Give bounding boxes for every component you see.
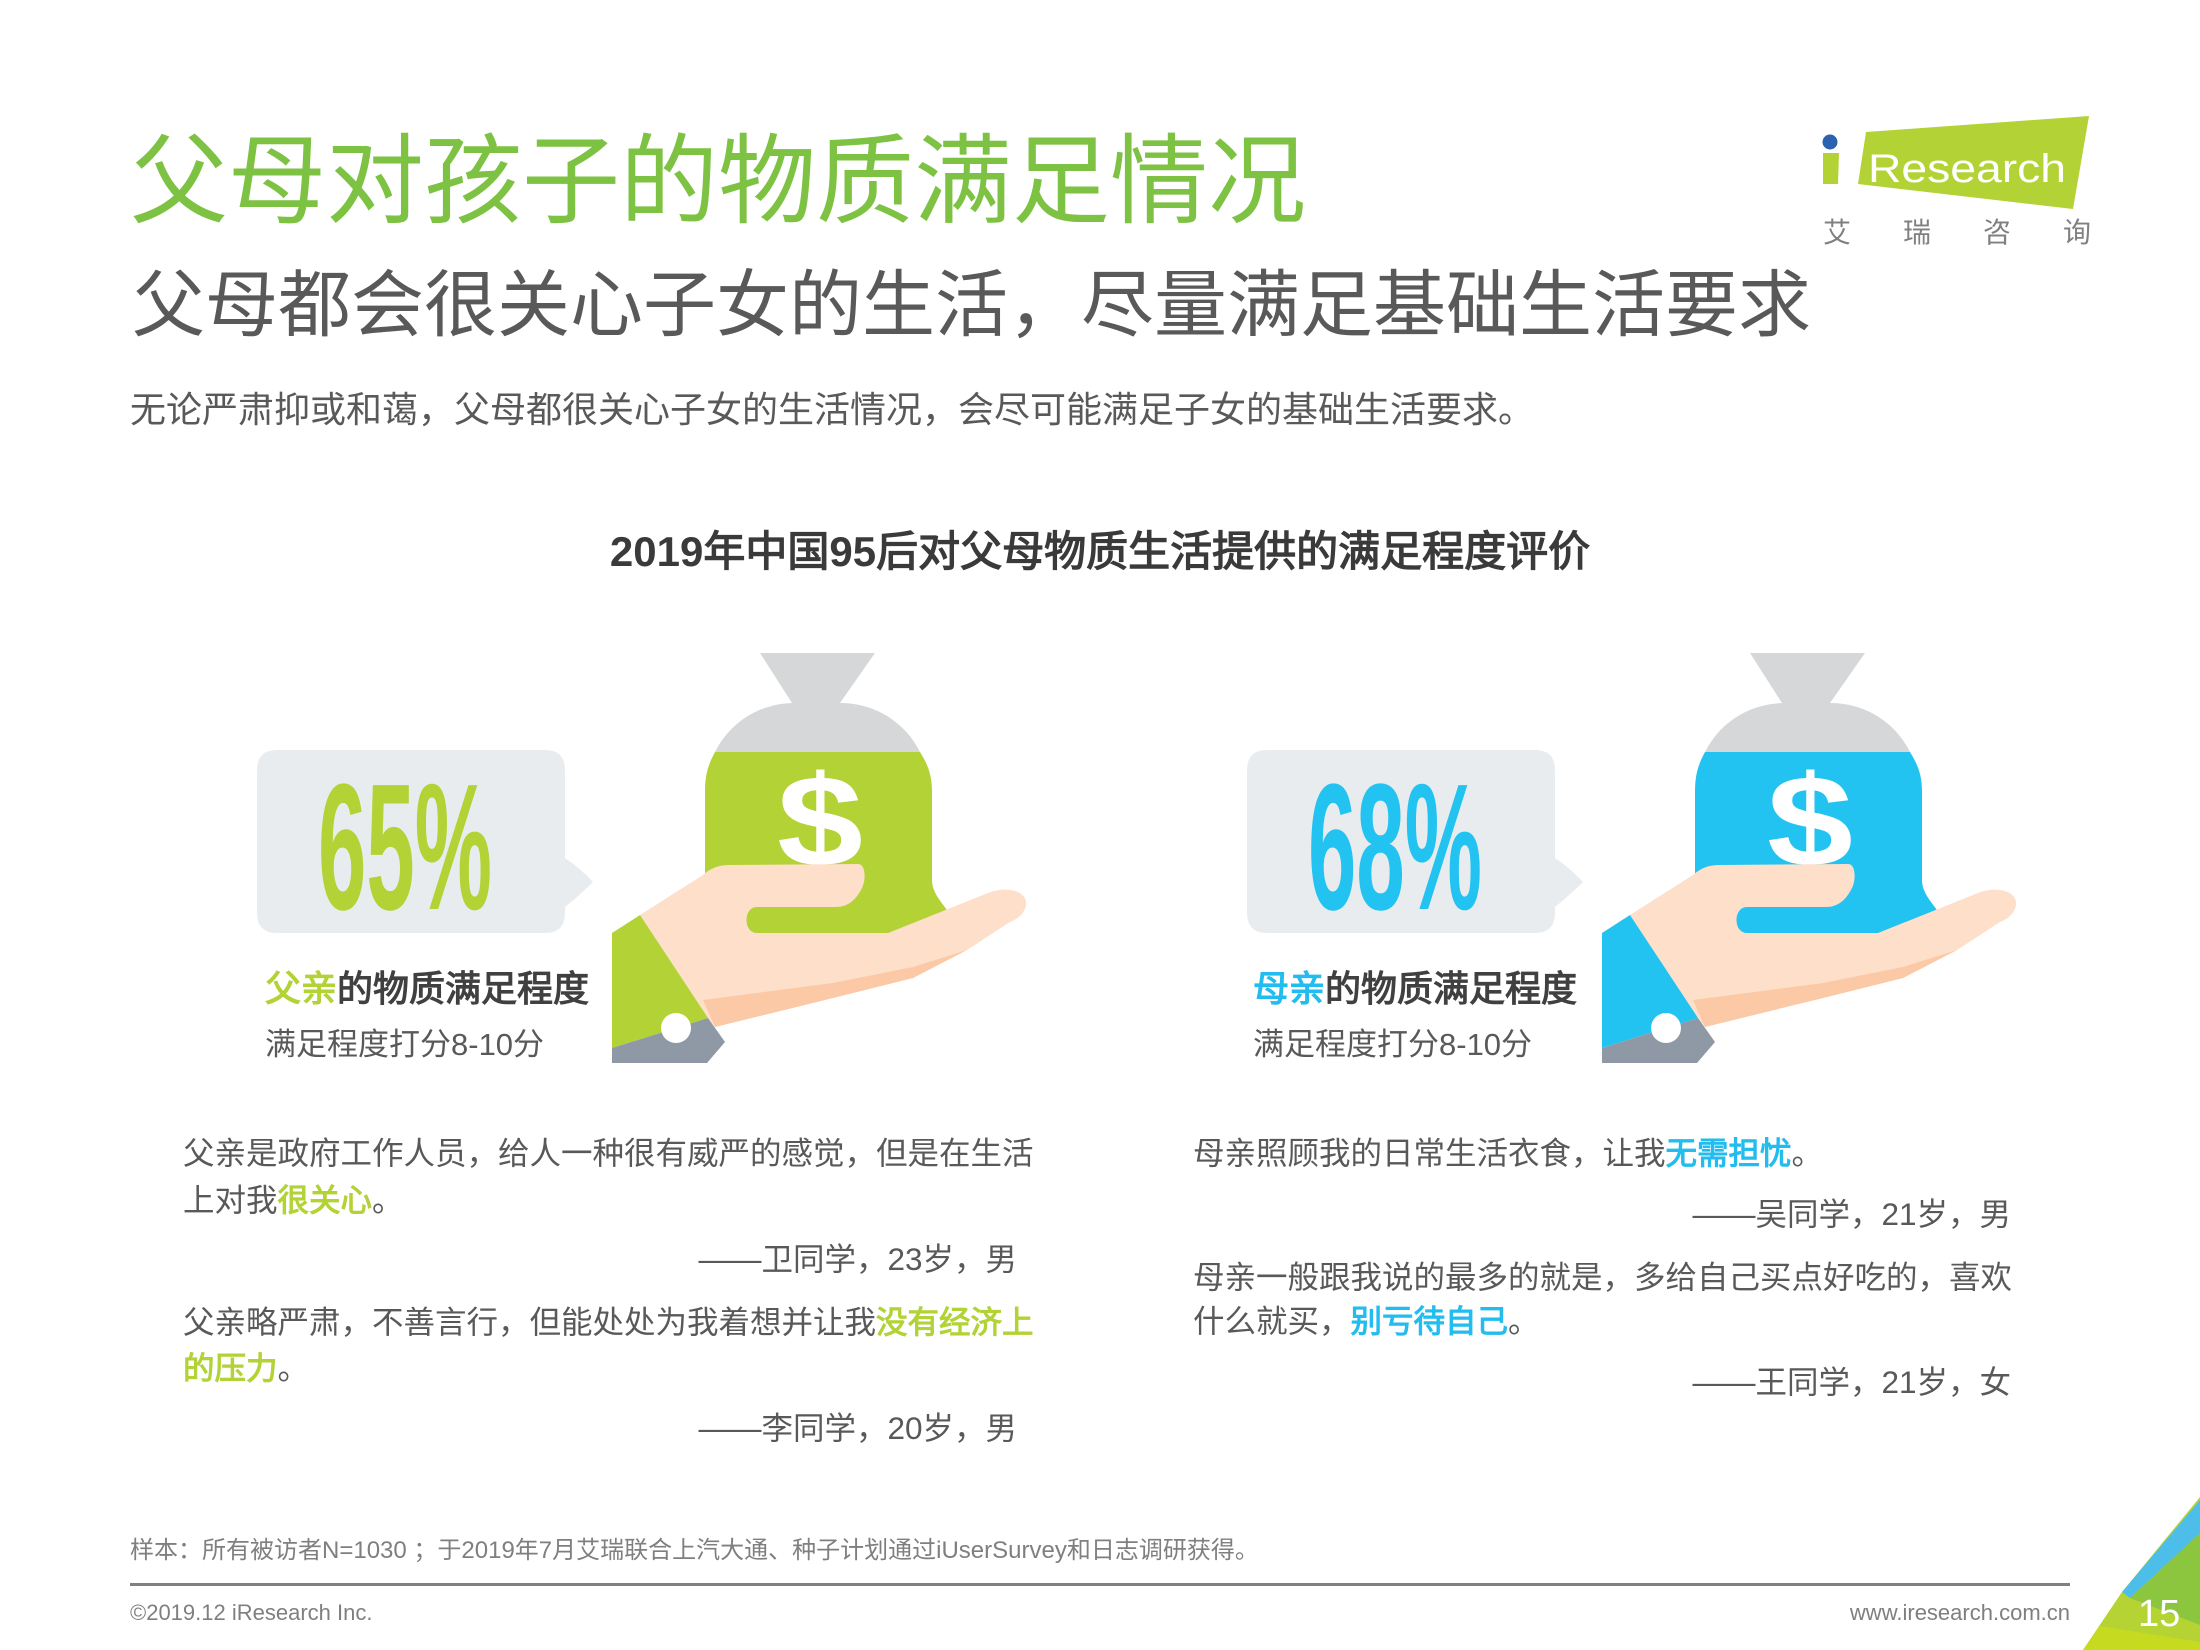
page-subtitle: 父母都会很关心子女的生活，尽量满足基础生活要求 (132, 265, 1811, 346)
iresearch-logo: Research (1822, 116, 2089, 209)
chart-title: 2019年中国95后对父母物质生活提供的满足程度评价 (609, 528, 1591, 575)
father-label-rest: 的物质满足程度 (337, 968, 590, 1009)
copyright: ©2019.12 iResearch Inc. (130, 1600, 373, 1625)
mother-sublabel: 满足程度打分8-10分 (1253, 1027, 1533, 1062)
website-url: www.iresearch.com.cn (1849, 1600, 2070, 1625)
footer-divider (130, 1583, 2070, 1586)
quote-text: 母亲一般跟我说的最多的就是，多给自己买点好吃的，喜欢 (1193, 1259, 2013, 1295)
speech-bubble-shape (1247, 750, 1583, 933)
hand-skin (640, 864, 1027, 1027)
quote-line: 的压力。 (183, 1345, 309, 1391)
logo-i-stem (1823, 153, 1839, 184)
intro-text: 无论严肃抑或和蔼，父母都很关心子女的生活情况，会尽可能满足子女的基础生活要求。 (130, 389, 1535, 430)
corner-blue (2122, 1500, 2200, 1598)
quote-text: 什么就买， (1193, 1303, 1351, 1339)
quote-highlight: 很关心 (277, 1182, 373, 1218)
page-number: 15 (2138, 1593, 2181, 1635)
quote-line: 上对我很关心。 (183, 1177, 404, 1223)
hand-shadow (1693, 950, 1957, 1027)
quote-attribution: ——卫同学，23岁，男 (698, 1241, 1017, 1277)
quote-line: 母亲照顾我的日常生活衣食，让我无需担忧。 (1193, 1130, 1823, 1176)
quote-line: 父亲是政府工作人员，给人一种很有威严的感觉，但是在生活 (183, 1130, 1034, 1176)
speech-bubble-shape (257, 750, 593, 933)
cuff-button (661, 1013, 691, 1043)
mother-label-rest: 的物质满足程度 (1325, 968, 1578, 1009)
father-label: 父亲的物质满足程度 (265, 970, 589, 1008)
quote-text: 。 (1791, 1135, 1824, 1171)
corner-green (2130, 1533, 2200, 1625)
quote-line: 父亲略严肃，不善言行，但能处处为我着想并让我没有经济上 (183, 1299, 1034, 1345)
bag-tie (760, 653, 875, 703)
quote-text: 母亲照顾我的日常生活衣食，让我 (1193, 1135, 1666, 1171)
quote-text: 父亲略严肃，不善言行，但能处处为我着想并让我 (183, 1304, 877, 1340)
father-label-highlight: 父亲 (265, 968, 338, 1009)
mother-label-highlight: 母亲 (1253, 968, 1326, 1009)
quote-attribution: ——王同学，21岁，女 (1692, 1364, 2011, 1400)
bag-tie (1750, 653, 1865, 703)
quote-text: 。 (372, 1182, 404, 1218)
father-speech-bubble: 65% (257, 747, 593, 940)
quote-attribution: ——吴同学，21岁，男 (1692, 1196, 2011, 1232)
logo-tagline: 艾瑞咨询 (1823, 217, 2144, 248)
bag-top (1705, 703, 1910, 752)
cuff-button (1651, 1013, 1681, 1043)
hand-shadow (703, 950, 967, 1027)
mother-label: 母亲的物质满足程度 (1253, 970, 1577, 1008)
quote-highlight: 的压力 (183, 1350, 278, 1386)
quote-text: 父亲是政府工作人员，给人一种很有威严的感觉，但是在生活 (183, 1135, 1034, 1171)
quote-highlight: 无需担忧 (1665, 1135, 1792, 1171)
sleeve (612, 915, 708, 1048)
bag-top (715, 703, 920, 752)
corner-decoration (2083, 1497, 2200, 1650)
logo-wordmark: Research (1868, 147, 2066, 191)
money-bag-hand-icon: $ (1602, 653, 2017, 1063)
source-note: 样本：所有被访者N=1030 ；于2019年7月艾瑞联合上汽大通、种子计划通过i… (130, 1537, 1259, 1564)
sleeve (1602, 915, 1698, 1048)
father-sublabel: 满足程度打分8-10分 (265, 1027, 545, 1062)
mother-percentage: 68% (1308, 747, 1482, 940)
quote-text: 上对我 (183, 1182, 278, 1218)
corner-yellow (2083, 1626, 2200, 1650)
quote-highlight: 别亏待自己 (1350, 1303, 1509, 1339)
quote-highlight: 没有经济上 (876, 1304, 1034, 1340)
quote-text: 。 (1508, 1303, 1540, 1339)
quote-text: 。 (277, 1350, 310, 1386)
mother-speech-bubble: 68% (1247, 747, 1583, 940)
logo-dot-icon (1822, 134, 1838, 150)
quote-line: 什么就买，别亏待自己。 (1193, 1298, 1540, 1344)
money-bag-hand-icon: $ (612, 653, 1027, 1063)
father-percentage: 65% (318, 747, 492, 940)
logo-banner (1858, 116, 2089, 209)
quote-line: 母亲一般跟我说的最多的就是，多给自己买点好吃的，喜欢 (1193, 1254, 2012, 1300)
quote-attribution: ——李同学，20岁，男 (698, 1410, 1017, 1446)
page-title: 父母对孩子的物质满足情况 (130, 126, 1307, 236)
hand-skin (1630, 864, 2017, 1027)
